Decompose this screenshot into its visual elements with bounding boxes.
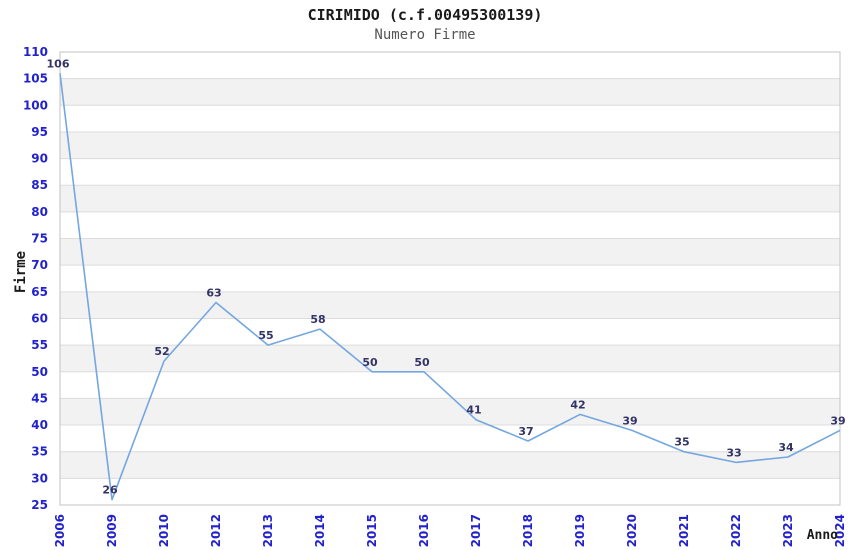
svg-text:2015: 2015 (365, 514, 379, 547)
svg-text:33: 33 (726, 446, 741, 459)
svg-text:2013: 2013 (261, 514, 275, 547)
background-bands (60, 78, 840, 479)
svg-text:45: 45 (31, 391, 48, 405)
svg-text:30: 30 (31, 471, 48, 485)
svg-text:34: 34 (778, 441, 794, 454)
svg-text:50: 50 (362, 356, 378, 369)
svg-text:2021: 2021 (677, 514, 691, 547)
svg-text:55: 55 (258, 329, 273, 342)
svg-text:26: 26 (102, 484, 118, 497)
svg-text:58: 58 (310, 313, 325, 326)
gridlines (60, 78, 840, 479)
y-axis-title: Firme (13, 250, 29, 294)
svg-text:70: 70 (31, 258, 48, 272)
svg-text:55: 55 (31, 338, 48, 352)
data-labels: 106 26 52 63 55 58 50 50 41 37 42 39 35 33 34 39 (47, 57, 846, 496)
chart-title: CIRIMIDO (c.f.00495300139) (307, 6, 543, 24)
plot-border (59, 51, 841, 506)
svg-text:2014: 2014 (313, 514, 327, 547)
svg-text:2017: 2017 (469, 514, 483, 547)
svg-text:2006: 2006 (53, 514, 67, 547)
svg-text:106: 106 (47, 57, 70, 70)
chart-subtitle: Numero Firme (374, 27, 476, 43)
svg-text:25: 25 (31, 498, 48, 512)
svg-text:2024: 2024 (833, 514, 847, 547)
svg-text:2019: 2019 (573, 514, 587, 547)
svg-text:100: 100 (23, 98, 48, 112)
svg-text:75: 75 (31, 232, 48, 246)
svg-text:37: 37 (518, 425, 533, 438)
svg-text:60: 60 (31, 311, 48, 325)
x-axis-title: Anno (806, 528, 838, 543)
svg-text:110: 110 (23, 45, 48, 59)
svg-text:41: 41 (466, 404, 481, 417)
x-tick-labels: 2006 2009 2010 2012 2013 2014 2015 2016 2017 2018… (53, 514, 847, 547)
svg-text:2016: 2016 (417, 514, 431, 547)
svg-text:39: 39 (622, 414, 637, 427)
svg-text:2020: 2020 (625, 514, 639, 547)
svg-text:50: 50 (414, 356, 430, 369)
svg-text:50: 50 (31, 365, 48, 379)
svg-text:85: 85 (31, 178, 48, 192)
svg-text:2018: 2018 (521, 514, 535, 547)
svg-text:90: 90 (31, 152, 48, 166)
svg-text:35: 35 (31, 445, 48, 459)
svg-text:65: 65 (31, 285, 48, 299)
svg-text:80: 80 (31, 205, 48, 219)
svg-text:2012: 2012 (209, 514, 223, 547)
svg-text:39: 39 (830, 414, 845, 427)
y-tick-labels: 25 30 35 40 45 50 55 60 65 70 75 80 85 90 95 100 105 110 (23, 45, 48, 512)
svg-text:52: 52 (154, 345, 169, 358)
svg-text:40: 40 (31, 418, 48, 432)
svg-text:63: 63 (206, 286, 221, 299)
svg-text:35: 35 (674, 436, 689, 449)
data-line (59, 73, 841, 501)
svg-text:95: 95 (31, 125, 48, 139)
svg-text:2022: 2022 (729, 514, 743, 547)
svg-text:2023: 2023 (781, 514, 795, 547)
svg-text:42: 42 (570, 398, 585, 411)
svg-text:2009: 2009 (105, 514, 119, 547)
svg-text:2010: 2010 (157, 514, 171, 547)
svg-text:105: 105 (23, 72, 48, 86)
